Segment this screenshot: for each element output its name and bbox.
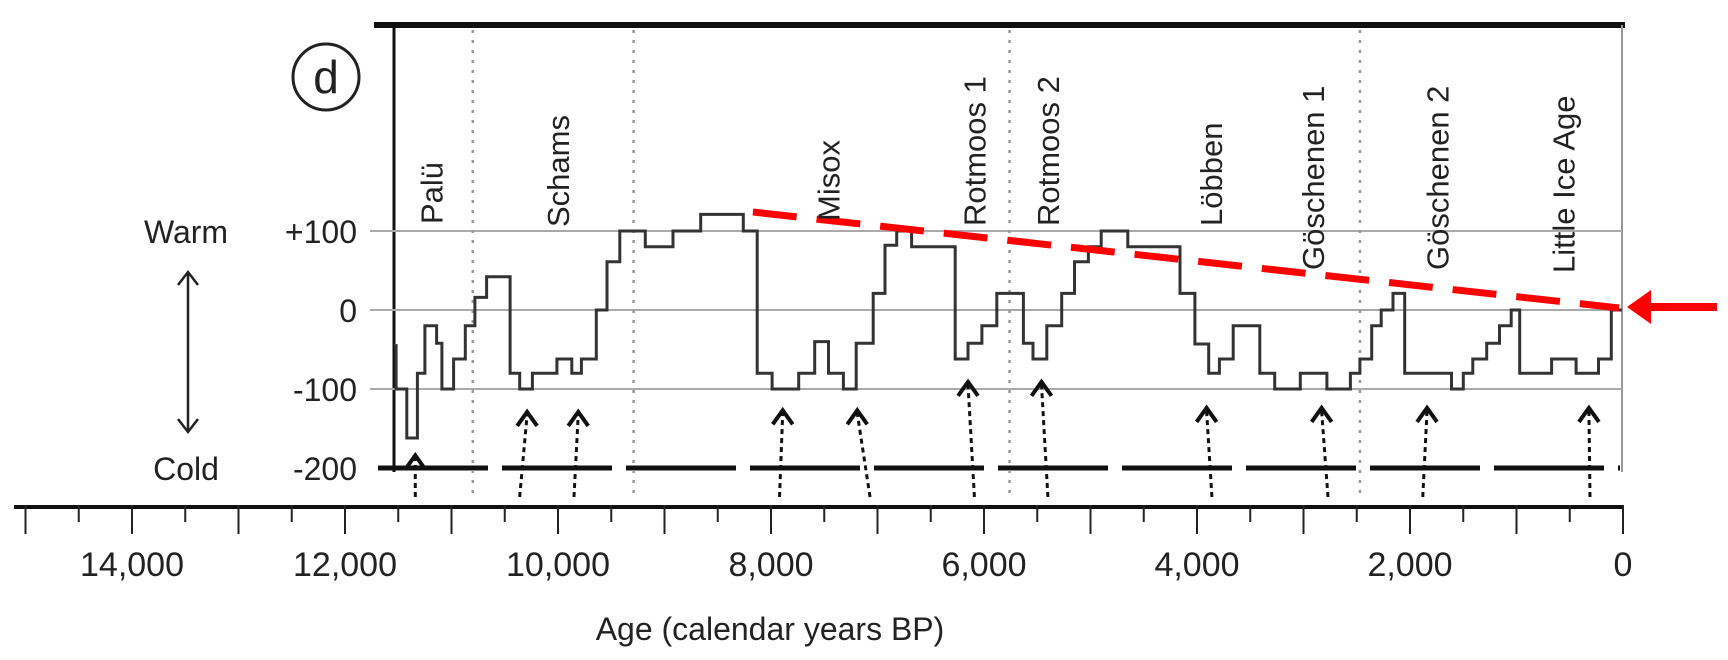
y-tick-label: 0 <box>339 293 357 329</box>
event-label: Palü <box>414 162 449 224</box>
advance-arrow-shaft <box>518 414 529 498</box>
y-tick-label: -200 <box>293 451 357 487</box>
event-label: Little Ice Age <box>1546 95 1581 273</box>
red-overlay <box>752 208 1717 324</box>
arrow-up-icon <box>515 408 539 428</box>
event-label: Göschenen 2 <box>1421 86 1456 270</box>
x-tick-label: 14,000 <box>80 546 184 584</box>
event-label: Misox <box>812 140 847 221</box>
advance-arrow <box>1415 404 1439 498</box>
series-step-line <box>394 212 1622 440</box>
x-tick-label: 6,000 <box>941 546 1026 584</box>
arrow-up-icon <box>1029 378 1054 398</box>
arrow-up-icon <box>1194 404 1219 424</box>
advance-arrow <box>771 406 795 498</box>
x-tick-label: 4,000 <box>1154 546 1239 584</box>
x-ticks: 14,000 12,000 10,000 8,000 6,000 4,000 2,000 0 <box>24 505 1633 584</box>
advance-arrow <box>566 408 590 498</box>
advance-arrow-shaft <box>1421 410 1429 498</box>
x-tick-label: 0 <box>1614 546 1633 584</box>
advance-arrow-shaft <box>855 413 872 498</box>
advance-arrow-shaft <box>572 414 580 498</box>
event-label: Rotmoos 1 <box>957 76 992 226</box>
panel-label-circle <box>291 42 361 112</box>
arrow-up-icon <box>1309 404 1334 424</box>
x-tick-label: 2,000 <box>1367 546 1452 584</box>
advance-arrow <box>403 451 427 497</box>
advance-arrow-shaft <box>966 384 976 498</box>
arrow-up-icon <box>771 406 795 426</box>
advance-arrow <box>1577 404 1601 498</box>
trend-line-dashed <box>752 208 1620 312</box>
advance-arrow-shaft <box>1040 384 1050 498</box>
advance-arrow-shaft <box>1587 410 1592 498</box>
advance-arrow-shaft <box>1320 410 1330 498</box>
event-label: Göschenen 1 <box>1296 86 1331 270</box>
period-boundaries <box>471 30 1362 495</box>
advance-arrow <box>1029 378 1054 498</box>
advance-arrows <box>403 378 1601 498</box>
event-label: Löbben <box>1194 123 1229 226</box>
event-label: Schams <box>541 115 576 227</box>
advance-arrow <box>1194 404 1219 498</box>
panel-letter: d <box>313 51 339 103</box>
panel-label: d <box>291 42 361 112</box>
arrow-up-icon <box>845 406 869 426</box>
advance-arrow-shaft <box>1205 410 1214 498</box>
x-tick-label: 8,000 <box>728 546 813 584</box>
event-labels: Palü Schams Misox Rotmoos 1 Rotmoos 2 Löbben G… <box>414 76 1581 273</box>
arrow-left-icon <box>1627 290 1651 324</box>
arrow-up-icon <box>1415 404 1439 424</box>
advance-arrow-shaft <box>778 413 785 498</box>
arrow-up-icon <box>1577 404 1601 424</box>
cold-label: Cold <box>153 451 219 487</box>
arrow-up-icon <box>403 451 427 471</box>
y-tick-label: -100 <box>293 372 357 408</box>
x-axis-title: Age (calendar years BP) <box>596 611 945 647</box>
advance-arrow <box>956 378 980 498</box>
warm-label: Warm <box>144 214 228 250</box>
event-label: Rotmoos 2 <box>1031 76 1066 226</box>
advance-arrow <box>845 406 872 498</box>
x-tick-label: 12,000 <box>293 546 397 584</box>
advance-arrow <box>1309 404 1334 498</box>
x-tick-label: 10,000 <box>506 546 610 584</box>
arrow-up-icon <box>956 378 980 398</box>
advance-arrow <box>515 408 539 498</box>
arrow-up-icon <box>566 408 590 428</box>
y-tick-labels: +100 0 -100 -200 <box>285 214 357 487</box>
warm-cold-double-arrow-icon <box>177 269 199 435</box>
series-layer <box>394 212 1622 440</box>
y-tick-label: +100 <box>285 214 357 250</box>
